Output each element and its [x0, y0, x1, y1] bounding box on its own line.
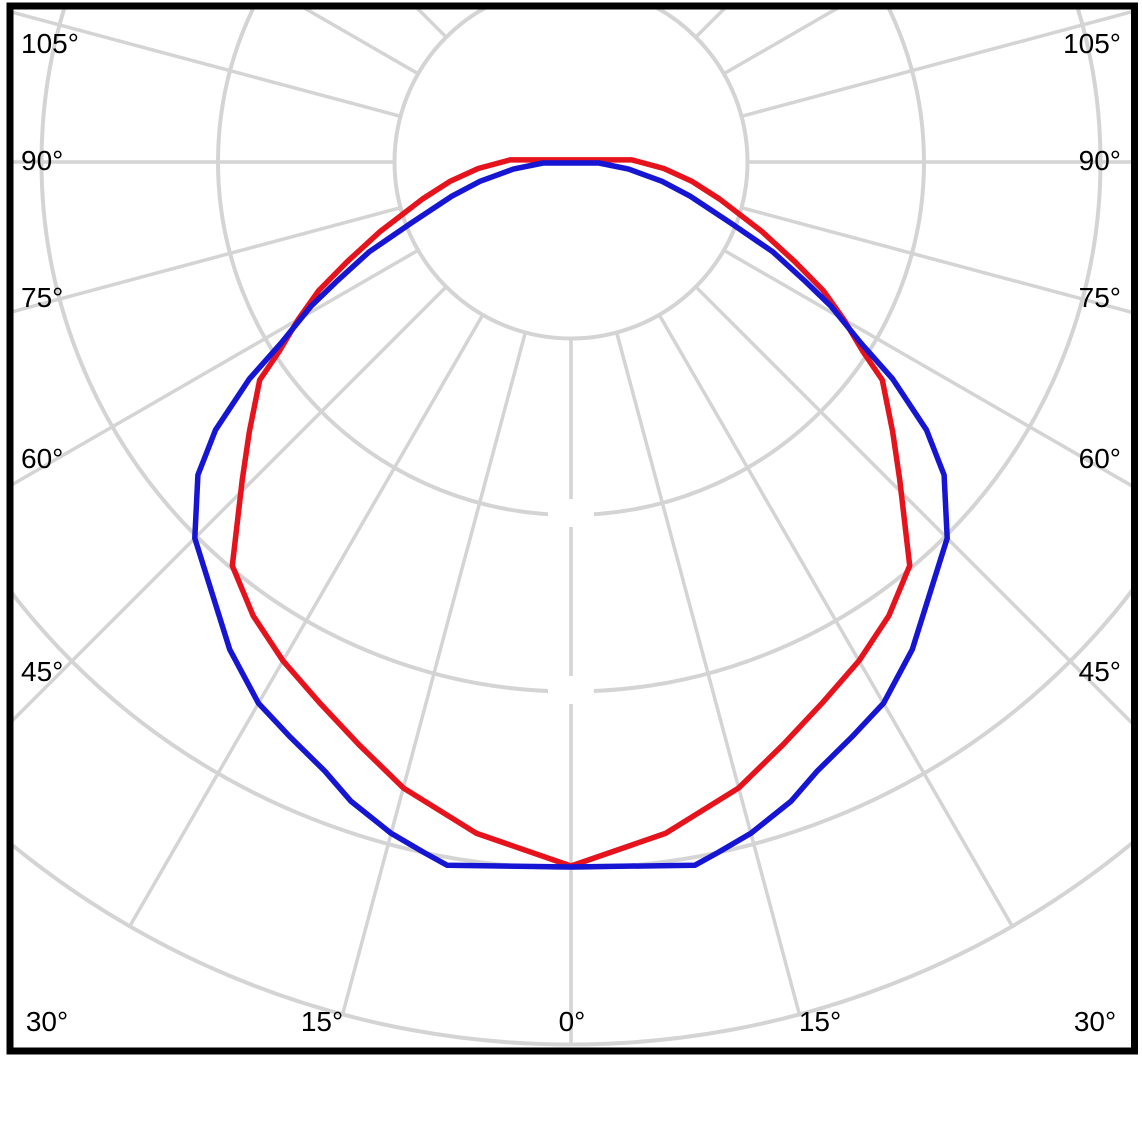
angle-label-bottom-15r: 15°: [799, 1006, 841, 1037]
angle-label-right-75: 75°: [1079, 282, 1121, 313]
angle-label-right-105: 105°: [1063, 28, 1121, 59]
chart-border: [6, 2, 1138, 1055]
angle-label-right-45: 45°: [1079, 656, 1121, 687]
angle-labels: 105° 90° 75° 60° 45° 105° 90° 75° 60° 45…: [21, 28, 1121, 1037]
angle-label-left-105: 105°: [21, 28, 79, 59]
intensity-curves: [192, 157, 950, 870]
angle-label-bottom-15l: 15°: [301, 1006, 343, 1037]
chart-footer: cd/klm η = 100% C0 - C180 C90 - C270: [0, 1056, 1142, 1132]
angle-label-left-45: 45°: [21, 656, 63, 687]
angle-label-bottom-30r: 30°: [1074, 1006, 1116, 1037]
angle-label-left-75: 75°: [21, 282, 63, 313]
curve-c90-c270: [192, 160, 950, 870]
angle-label-right-60: 60°: [1079, 443, 1121, 474]
angle-label-right-90: 90°: [1079, 145, 1121, 176]
angle-label-left-60: 60°: [21, 443, 63, 474]
angle-label-left-90: 90°: [21, 145, 63, 176]
angle-label-bottom-30l: 30°: [26, 1006, 68, 1037]
angle-label-bottom-0: 0°: [559, 1006, 586, 1037]
radial-axis-label-gaps: [548, 499, 594, 704]
